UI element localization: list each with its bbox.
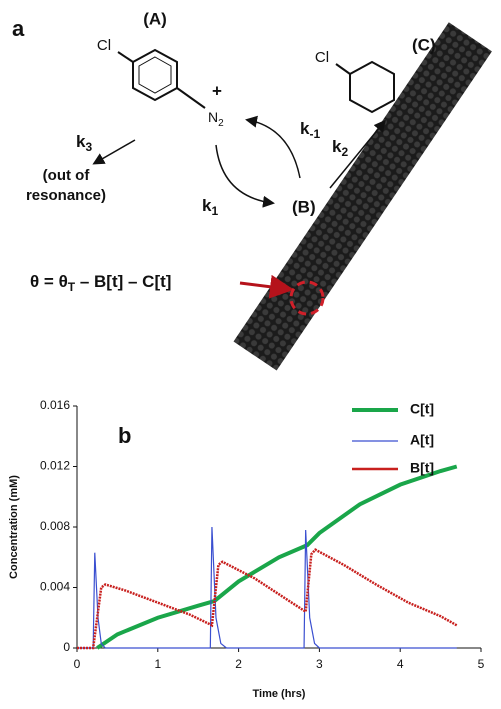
k: k — [300, 119, 310, 138]
x-tick-label: 2 — [235, 657, 242, 671]
k: k — [76, 132, 86, 151]
arrow — [215, 144, 275, 208]
y-tick-label: 0.016 — [40, 398, 70, 412]
rate-k2: k2 — [332, 137, 348, 159]
legend-label: C[t] — [410, 401, 434, 417]
arrow — [245, 115, 301, 179]
eq-part: θ = θ — [30, 272, 68, 291]
k: k — [202, 196, 212, 215]
arrow — [329, 119, 386, 189]
x-tick-label: 3 — [316, 657, 323, 671]
series-line — [77, 548, 458, 650]
x-tick-label: 1 — [154, 657, 161, 671]
x-tick-label: 5 — [478, 657, 485, 671]
chart: 0 0.004 0.008 0.012 0.016 0 1 2 3 4 5 Time (hrs) Con… — [8, 398, 485, 700]
theta-equation: θ = θT – B[t] – C[t] — [30, 272, 171, 294]
cl-label: Cl — [97, 37, 111, 54]
legend-label: A[t] — [410, 432, 434, 448]
series-line — [96, 464, 458, 650]
species-a: (A) — [143, 9, 167, 28]
k: k — [332, 137, 342, 156]
defect-circle — [289, 280, 325, 316]
k-sub: 2 — [341, 145, 348, 159]
y-axis-label: Concentration (mM) — [8, 475, 20, 579]
n-sub: 2 — [218, 118, 224, 129]
y-tick-label: 0.008 — [40, 519, 70, 533]
panel-label: a — [12, 16, 25, 41]
legend-label: B[t] — [410, 460, 434, 476]
x-tick-label: 4 — [397, 657, 404, 671]
species-b: (B) — [292, 197, 316, 216]
k-sub: 1 — [211, 204, 218, 218]
cl-label: Cl — [315, 49, 329, 66]
charge: + — [212, 81, 222, 100]
note: resonance) — [26, 187, 106, 204]
rate-k3: k3 — [76, 132, 92, 154]
bond — [335, 63, 351, 75]
eq-sub: T — [68, 280, 76, 294]
k-sub: 3 — [85, 140, 92, 154]
y-tick-label: 0 — [63, 640, 70, 654]
bond — [117, 51, 134, 63]
n2-label: N2 — [208, 109, 224, 129]
bond — [176, 87, 206, 109]
y-tick-label: 0.004 — [40, 580, 70, 594]
pointer-arrow — [239, 274, 294, 299]
series-line — [77, 526, 457, 649]
x-tick-label: 0 — [74, 657, 81, 671]
panel-label: b — [118, 423, 131, 448]
species-c: (C) — [412, 35, 436, 54]
note: (out of — [43, 167, 91, 184]
x-axis-label: Time (hrs) — [253, 688, 306, 700]
rate-k-1: k-1 — [300, 119, 320, 141]
benzene-ring — [349, 60, 395, 114]
y-tick-label: 0.012 — [40, 459, 70, 473]
k-sub: -1 — [309, 127, 320, 141]
arrow — [92, 139, 136, 165]
rate-k1: k1 — [202, 196, 218, 218]
benzene-ring-inner — [138, 56, 172, 94]
n: N — [208, 109, 218, 125]
eq-part: – B[t] – C[t] — [75, 272, 171, 291]
nanotube — [233, 22, 492, 371]
